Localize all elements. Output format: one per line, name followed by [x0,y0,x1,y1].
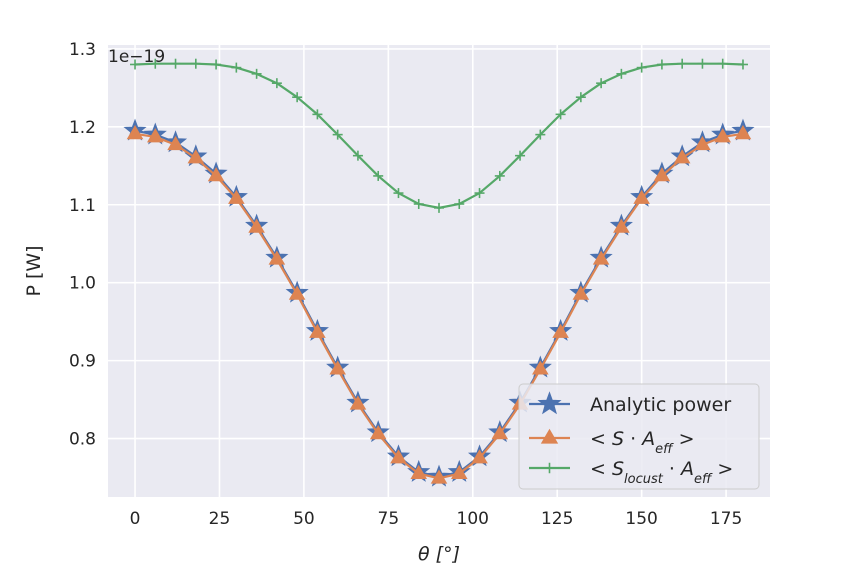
plus-marker [434,202,444,213]
legend-entry: < Slocust · Aeff > [529,458,733,487]
plus-marker [130,59,141,70]
triangle-marker [592,250,610,265]
x-tick-label: 75 [378,509,400,529]
triangle-marker [491,425,509,440]
plus-marker [211,59,222,70]
triangle-marker [390,449,407,464]
triangle-marker [248,218,265,233]
plus-marker [575,92,586,103]
legend-label: Analytic power [590,394,731,416]
plus-marker [596,78,607,89]
triangle-marker [126,125,144,140]
x-tick-label: 125 [541,509,573,529]
plus-marker [292,92,303,103]
plus-marker [515,150,526,161]
x-tick-label: 25 [209,509,231,529]
x-axis-label: θ [°] [418,543,460,565]
triangle-marker [694,135,711,151]
triangle-marker [714,128,732,143]
plus-marker [170,58,181,69]
triangle-marker [146,128,164,143]
triangle-marker [450,464,468,479]
triangle-marker [430,469,448,484]
x-tick-label: 150 [625,509,657,529]
triangle-marker [329,360,346,375]
triangle-marker [167,135,184,151]
triangle-marker [572,285,590,300]
triangle-marker [653,167,671,182]
plus-marker [656,59,667,70]
plus-marker [474,188,485,199]
triangle-marker [288,285,306,300]
plus-marker [717,58,728,69]
plus-marker [535,129,546,140]
plus-marker [494,170,505,181]
star-marker [537,391,562,415]
plus-marker [332,129,343,140]
triangle-marker [540,428,559,444]
legend-entry: < S · Aeff > [529,428,695,457]
legend: Analytic power < S · Aeff >< Slocust · Ae… [518,383,760,490]
plus-marker [616,68,627,79]
plus-marker [454,198,465,209]
tick-labels: 0 25 50 75 100 125 150 175 0.8 0.9 1.0 1.1 1.2 1.3 [69,40,742,529]
plus-marker [737,59,748,70]
triangle-marker [613,218,630,233]
triangle-marker [349,395,367,410]
triangle-marker [552,323,569,338]
plus-marker [636,62,647,73]
y-tick-label: 1.0 [69,274,96,294]
plus-marker [312,109,323,120]
triangle-marker [268,250,286,265]
plus-marker [393,188,404,199]
y-tick-label: 0.9 [69,352,96,372]
plus-marker [150,58,161,69]
plus-marker [697,58,708,69]
y-axis-label: P [W] [23,245,45,296]
triangle-marker [369,425,387,440]
triangle-marker [410,464,428,479]
y-tick-label: 1.3 [69,40,96,60]
legend-entry: Analytic power [529,391,731,416]
plus-marker [251,68,262,79]
plus-marker [555,109,566,120]
plus-marker [373,170,384,181]
triangle-marker [228,189,245,204]
triangle-marker [673,149,691,164]
x-tick-label: 175 [710,509,742,529]
plus-marker [544,462,555,474]
plus-marker [352,150,363,161]
triangle-marker [207,167,225,182]
series-2 [126,125,752,484]
x-tick-label: 0 [130,509,141,529]
plus-marker [271,78,282,89]
triangle-marker [734,125,752,140]
plus-marker [190,58,201,69]
triangle-marker [187,149,205,164]
y-tick-label: 1.2 [69,118,96,138]
legend-box [518,383,760,490]
x-tick-label: 50 [293,509,315,529]
y-tick-label: 0.8 [69,430,96,450]
y-offset-label: 1e−19 [108,47,165,67]
triangle-marker [532,360,549,375]
legend-label: < Slocust · Aeff > [590,458,733,487]
plus-marker [413,198,424,209]
triangle-marker [633,189,650,204]
x-tick-label: 100 [457,509,489,529]
plus-marker [677,58,688,69]
legend-label: < S · Aeff > [590,428,695,457]
triangle-marker [471,449,488,464]
plus-marker [231,62,242,73]
series-3 [130,58,748,213]
series-layer [123,58,755,487]
triangle-marker [309,323,326,338]
y-tick-label: 1.1 [69,196,96,216]
